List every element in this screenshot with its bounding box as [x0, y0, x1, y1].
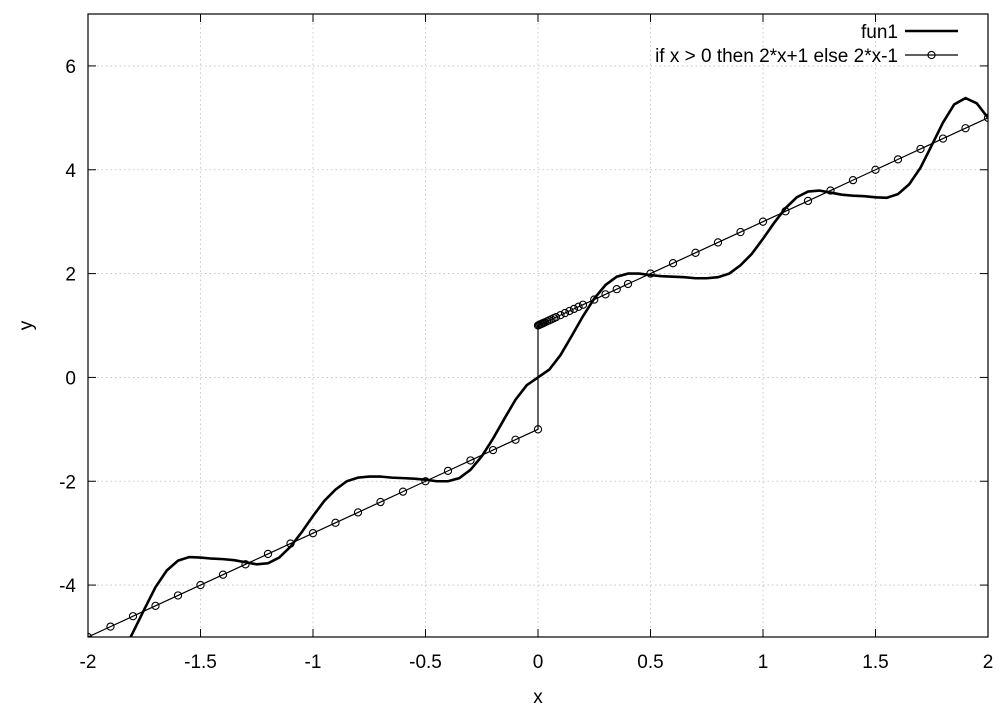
legend-label-piecewise: if x > 0 then 2*x+1 else 2*x-1 [655, 46, 898, 67]
data-point [803, 196, 813, 206]
data-point [758, 217, 768, 226]
x-tick-label: 1.5 [862, 652, 888, 673]
data-point [569, 304, 579, 314]
x-axis-label: x [533, 687, 543, 708]
data-point [308, 529, 318, 538]
legend-label-fun1: fun1 [861, 22, 898, 43]
data-point [612, 285, 621, 294]
x-tick-label: 0.5 [637, 652, 663, 673]
data-point [556, 310, 565, 320]
series-1 [88, 113, 988, 637]
data-point [691, 248, 700, 257]
data-point [241, 560, 250, 569]
legend-marker-piecewise [927, 50, 936, 60]
series-line-0 [129, 96, 988, 637]
data-point [398, 487, 408, 496]
data-point [128, 612, 138, 621]
data-point [623, 279, 633, 289]
data-point [916, 144, 925, 154]
data-point [551, 313, 561, 322]
series-line-1 [88, 117, 988, 637]
x-tick-label: -1 [305, 652, 322, 673]
data-point [983, 113, 988, 122]
y-tick-label: -2 [59, 472, 76, 493]
series-area [88, 96, 988, 637]
y-tick-label: 2 [65, 265, 76, 286]
axis-ticks: -2 -1.5 -1 -0.5 0 0.5 1 1.5 2 -4 -2 0 2 4 6 [59, 14, 993, 673]
data-point [376, 497, 385, 507]
data-point [668, 259, 678, 268]
data-point [871, 165, 880, 174]
data-point [736, 227, 745, 237]
data-point [713, 238, 723, 247]
data-point [151, 601, 160, 610]
data-point [646, 269, 655, 278]
x-tick-label: 1 [758, 652, 769, 673]
x-tick-label: -2 [80, 652, 97, 673]
y-tick-label: 4 [65, 161, 76, 182]
data-point [893, 155, 903, 164]
data-point [353, 508, 363, 517]
data-point [848, 175, 858, 185]
legend: fun1 if x > 0 then 2*x+1 else 2*x-1 [655, 22, 958, 67]
y-tick-label: 6 [65, 57, 76, 78]
data-point [196, 580, 205, 590]
y-axis-label: y [16, 320, 37, 330]
data-point [578, 300, 588, 309]
x-tick-label: 0 [533, 652, 544, 673]
data-point [938, 134, 948, 143]
data-point [286, 539, 295, 548]
data-point [331, 518, 340, 527]
data-point [590, 295, 599, 304]
data-point [601, 290, 610, 299]
data-point [533, 425, 543, 434]
data-point [173, 591, 183, 600]
series-0 [129, 96, 988, 637]
x-tick-label: -0.5 [409, 652, 442, 673]
data-point [511, 435, 520, 444]
data-point [263, 549, 273, 559]
data-point [560, 308, 570, 318]
data-point [106, 622, 115, 631]
data-point [781, 207, 790, 216]
y-tick-label: -4 [59, 576, 76, 597]
data-point [218, 570, 228, 579]
data-point [421, 477, 430, 486]
data-point [826, 186, 835, 195]
data-point [443, 466, 453, 476]
data-point [574, 302, 583, 311]
data-point [466, 456, 475, 465]
x-tick-label: 2 [983, 652, 994, 673]
x-tick-label: -1.5 [184, 652, 217, 673]
data-point [488, 445, 498, 455]
plot-frame [87, 13, 989, 638]
y-tick-label: 0 [65, 368, 76, 389]
data-point [961, 124, 970, 133]
data-point [565, 306, 574, 316]
